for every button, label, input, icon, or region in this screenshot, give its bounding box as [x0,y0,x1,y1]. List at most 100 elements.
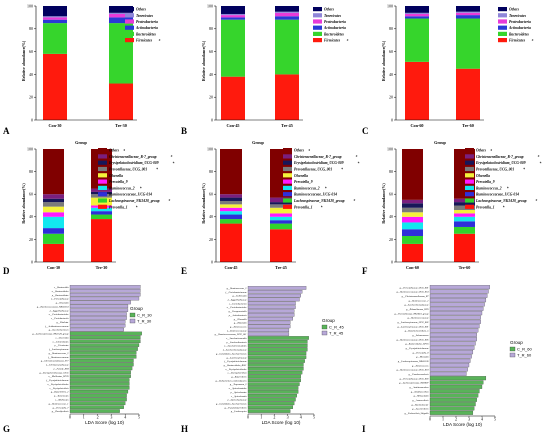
legend-swatch-others [313,7,322,12]
lda-bar-g-prevotellaceae-ucg-001 [429,285,490,290]
legend-swatch-prevotellaceae-ucg-001 [98,166,107,172]
panel-label-e: E [181,266,187,276]
x-tick-label: Con-45 [224,265,237,270]
significance-marker: * [490,149,492,153]
significance-marker: * [507,187,509,191]
lda-bar-g-bacteroidales-rf16 [429,341,476,346]
lda-bar-label: g__Butyrivibrio_2 [51,391,69,394]
lda-bar-f-enterococcaceae [247,328,290,333]
legend-label-others: Others [509,8,520,12]
legend-swatch-olsenella [465,173,474,178]
bar-segment-tre-60-ruminococcus-2 [454,216,475,222]
lda-bar-p-spirochaetes [247,390,299,394]
x-tick-label: 5 [494,417,496,422]
legend-swatch-erysipelatoclostridium-ucg-009 [465,160,474,165]
significance-marker: * [156,168,158,172]
bar-segment-con-45-prevotella-1 [220,223,242,262]
panel-f-stacked-bar-chart: 0 20 40 60 80 100 Relative abundance(%) Con-60 T… [381,140,542,270]
lda-bar-f-erysipelotrichaceae [69,378,130,382]
lda-bar-label: g__Treponema_2 [230,383,247,386]
y-axis-label: Relative abundance(%) [201,183,206,224]
legend-label-proteobacteria: Proteobacteria [509,20,531,24]
lda-bar-g-lachnospira [247,409,291,413]
significance-marker: * [353,199,355,203]
legend-label-ruminococcus-2: Ruminococcus_2 [294,186,320,190]
lda-bar-label: g__Ruminococcaceae_UCG_010 [397,369,430,372]
bar-segment-con-45-christensenellaceae-r-7-group [220,194,242,198]
bar-segment-tre-45-prevotellaceae-ucg-001 [270,204,292,208]
legend-swatch-ruminococcaceae-ucg-014 [465,192,474,197]
lda-bar-label: g__Ruminococcus_2 [409,299,430,302]
lda-bar-f-prevotellaceae [69,296,140,301]
bar-segment-tre-30-ruminococcus-2 [91,207,112,212]
lda-bar-label: g__Ruminococcaceae_NK4A214 [37,305,69,308]
y-tick-label: 40 [389,72,393,77]
bar-segment-tre-45-prevotella-9 [270,213,292,217]
bar-segment-con-60-actinobacteria [405,16,429,19]
legend-label-bacteroidetes: Bacteroidetes [135,32,157,36]
bar-segment-con-45-ruminococcaceae-ucg-014 [220,214,242,220]
panel-a-stacked-bar-chart: 0 20 40 60 80 100 Relative abundance(%) Con-30 T… [21,3,161,128]
legend-label-actinobacteria: Actinobacteria [508,26,531,30]
lda-bar-label: g__Anaerovibrio [412,399,429,402]
x-axis-label: LDA Score (log 10) [443,422,482,427]
y-tick-label: 0 [31,117,33,122]
legend-swatch-tenericutes [313,13,322,18]
lda-bar-p-firmicutes [69,343,140,347]
significance-marker: * [123,149,125,153]
bar-segment-con-30-tenericutes [43,16,67,18]
lda-bar-label: o__Bacteroidales [52,290,69,293]
x-tick-label: 4 [124,415,126,420]
x-tick-label: 1 [83,415,85,420]
lda-bar-label: g__Prevotellaceae_UCG_001 [400,286,429,289]
legend-label-firmicutes: Firmicutes [324,39,341,43]
legend-swatch-others [283,148,292,153]
y-tick-label: 40 [29,214,33,219]
legend-label-firmicutes: Firmicutes [136,39,153,43]
lda-bar-label: o__Spirochaetales [229,387,247,390]
lda-bar-c-spirochaetia [247,393,297,398]
legend-label-christensenellaceae-r-7-group: Christensenellaceae_R-7_group [294,155,342,159]
panel-label-i: I [362,424,366,434]
legend-swatch-lachnospiraceae-nk3a20-group [283,198,292,203]
y-tick-label: 60 [29,192,33,197]
panel-label-h: H [181,424,188,434]
lda-bar-label: g__Paraprevotella [229,310,248,313]
y-tick-label: 40 [209,72,213,77]
bar-segment-con-60-olsenella [402,212,423,217]
legend-label-erysipelatoclostridium-ucg-009: Erysipelatoclostridium_UCG-009 [475,161,526,165]
lda-bar-label: f__Family_XIII [53,367,68,370]
panel-e-stacked-bar-chart: 0 20 40 60 80 100 Relative abundance(%) Con-45 T… [201,140,360,270]
bar-segment-tre-45-proteobacteria [275,12,299,17]
bar-segment-tre-45-prevotella-1 [270,229,292,262]
legend-label-christensenellaceae-r-7-group: Christensenellaceae_R-7_group [476,155,524,159]
lda-bar-g-ruminococcaceae-nk4a214 [69,304,129,309]
legend-swatch-olsenella [283,173,292,178]
bar-segment-con-45-others [220,149,242,195]
lda-bar-g-ruminococcaceae [429,315,481,320]
y-tick-label: 80 [209,169,213,174]
legend-label-prevotellaceae-ucg-001: Prevotellaceae_UCG_001 [476,168,514,172]
legend-label-prevotellaceae-ucg-001: Prevotellaceae_UCG_001 [294,168,332,172]
y-tick-label: 20 [389,237,393,242]
bar-segment-con-45-ruminococcus-2 [220,211,242,215]
bar-segment-con-30-others [43,149,64,195]
significance-marker: * [159,39,161,43]
x-tick-label: 0 [247,415,249,420]
bar-segment-tre-30-prevotella-1 [91,219,112,262]
x-tick-label: 5 [313,415,315,420]
bar-segment-con-45-tenericutes [221,13,245,16]
lda-bar-label: p__Firmicutes [54,344,69,347]
bar-segment-tre-30-others [109,6,133,13]
legend-label-prevotella-1: Prevotella_1 [294,205,313,209]
legend-label-tenericutes: Tenericutes [509,14,527,18]
legend-swatch-prevotella-9 [283,179,292,184]
legend-swatch-firmicutes [313,38,322,43]
x-tick-label: Tre-30 [96,265,108,270]
legend-swatch-actinobacteria [125,25,134,30]
lda-bar-f-eggerthellaceae [69,308,129,312]
lda-bar-label: p__Spirochaetes [230,391,247,394]
legend-swatch-others [125,7,134,12]
bar-segment-con-45-prevotellaceae-ucg-001 [220,200,242,205]
lda-bar-g-moryella [429,354,472,359]
